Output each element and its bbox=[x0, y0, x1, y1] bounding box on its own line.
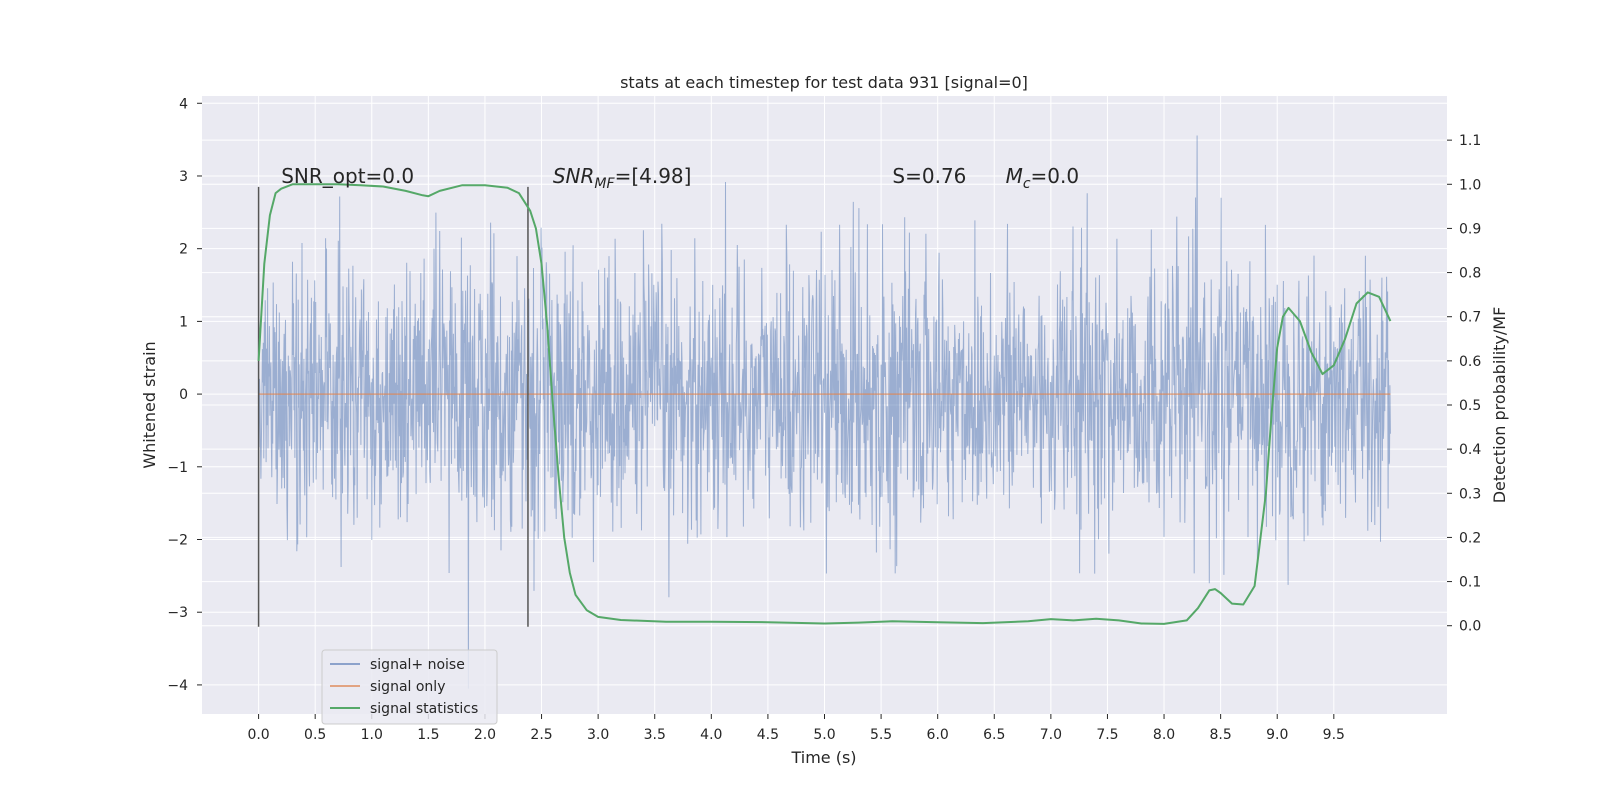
annotation: S=0.76 bbox=[892, 164, 966, 188]
x-tick-label: 0.0 bbox=[247, 727, 269, 743]
y-tick-label: −3 bbox=[167, 605, 188, 621]
stats-series bbox=[257, 183, 1392, 625]
x-tick-label: 0.5 bbox=[304, 727, 326, 743]
annotation: Mc=0.0 bbox=[1006, 164, 1080, 192]
y-tick-label: −1 bbox=[167, 460, 188, 476]
y2-tick-label: 0.5 bbox=[1459, 398, 1481, 414]
y2-tick-label: 0.6 bbox=[1459, 354, 1481, 370]
legend-label: signal only bbox=[370, 679, 445, 695]
x-tick-label: 6.5 bbox=[983, 727, 1005, 743]
y2-tick-label: 0.8 bbox=[1459, 266, 1481, 282]
y-tick-label: −2 bbox=[167, 533, 188, 549]
x-tick-label: 8.0 bbox=[1153, 727, 1175, 743]
x-tick-label: 6.0 bbox=[927, 727, 949, 743]
noise-line bbox=[258, 135, 1391, 689]
marker-lines bbox=[257, 186, 529, 627]
x-tick-label: 4.5 bbox=[757, 727, 779, 743]
noise-series bbox=[258, 135, 1391, 689]
annotation: SNR_opt=0.0 bbox=[281, 164, 414, 188]
y2-tick-label: 0.2 bbox=[1459, 530, 1481, 546]
chart-title: stats at each timestep for test data 931… bbox=[620, 73, 1028, 92]
y-tick-label: 0 bbox=[179, 387, 188, 403]
x-tick-label: 7.0 bbox=[1040, 727, 1062, 743]
annotations: SNR_opt=0.0 SNRMF=[4.98] S=0.76 Mc=0.0 bbox=[281, 164, 1079, 192]
y-axis-label: Whitened strain bbox=[140, 341, 159, 468]
x-axis-label: Time (s) bbox=[790, 748, 856, 767]
legend-label: signal statistics bbox=[370, 701, 478, 717]
x-tick-label: 5.5 bbox=[870, 727, 892, 743]
y2-tick-label: 0.7 bbox=[1459, 310, 1481, 326]
y2-tick-label: 1.0 bbox=[1459, 177, 1481, 193]
y2-tick-label: 0.0 bbox=[1459, 619, 1481, 635]
x-tick-label: 7.5 bbox=[1096, 727, 1118, 743]
y2-axis-label: Detection probability/MF bbox=[1490, 307, 1509, 504]
x-tick-label: 5.0 bbox=[813, 727, 835, 743]
y2-tick-label: 0.9 bbox=[1459, 221, 1481, 237]
x-tick-label: 1.5 bbox=[417, 727, 439, 743]
legend-box bbox=[321, 649, 498, 725]
y2-tick-label: 0.4 bbox=[1459, 442, 1481, 458]
x-tick-label: 3.5 bbox=[644, 727, 666, 743]
x-tick-label: 1.0 bbox=[361, 727, 383, 743]
y-tick-label: 3 bbox=[179, 169, 188, 185]
y-tick-label: −4 bbox=[167, 678, 188, 694]
x-tick-label: 2.0 bbox=[474, 727, 496, 743]
y2-tick-label: 0.1 bbox=[1459, 575, 1481, 591]
legend-label: signal+ noise bbox=[370, 657, 465, 673]
x-tick-label: 9.0 bbox=[1266, 727, 1288, 743]
x-tick-label: 2.5 bbox=[530, 727, 552, 743]
y-tick-label: 4 bbox=[179, 96, 188, 112]
y-axis-ticks: 4 3 2 1 0 −1 −2 −3 −4 bbox=[167, 96, 202, 694]
x-tick-label: 8.5 bbox=[1210, 727, 1232, 743]
y2-axis-ticks: 1.1 1.0 0.9 0.8 0.7 0.6 0.5 0.4 0.3 0.2 0.1 0.0 bbox=[1447, 133, 1481, 635]
y-tick-label: 2 bbox=[179, 242, 188, 258]
annotation: SNRMF=[4.98] bbox=[553, 164, 692, 192]
legend: signal+ noise signal only signal statistic… bbox=[321, 649, 498, 725]
x-tick-label: 4.0 bbox=[700, 727, 722, 743]
signal-statistics-line bbox=[257, 183, 1392, 625]
x-tick-label: 9.5 bbox=[1323, 727, 1345, 743]
x-axis-ticks: 0.0 0.5 1.0 1.5 2.0 2.5 3.0 3.5 4.0 4.5 5.0 5.5 6.0 6… bbox=[247, 714, 1345, 743]
y2-tick-label: 1.1 bbox=[1459, 133, 1481, 149]
y-tick-label: 1 bbox=[179, 314, 188, 330]
y2-tick-label: 0.3 bbox=[1459, 486, 1481, 502]
x-tick-label: 3.0 bbox=[587, 727, 609, 743]
